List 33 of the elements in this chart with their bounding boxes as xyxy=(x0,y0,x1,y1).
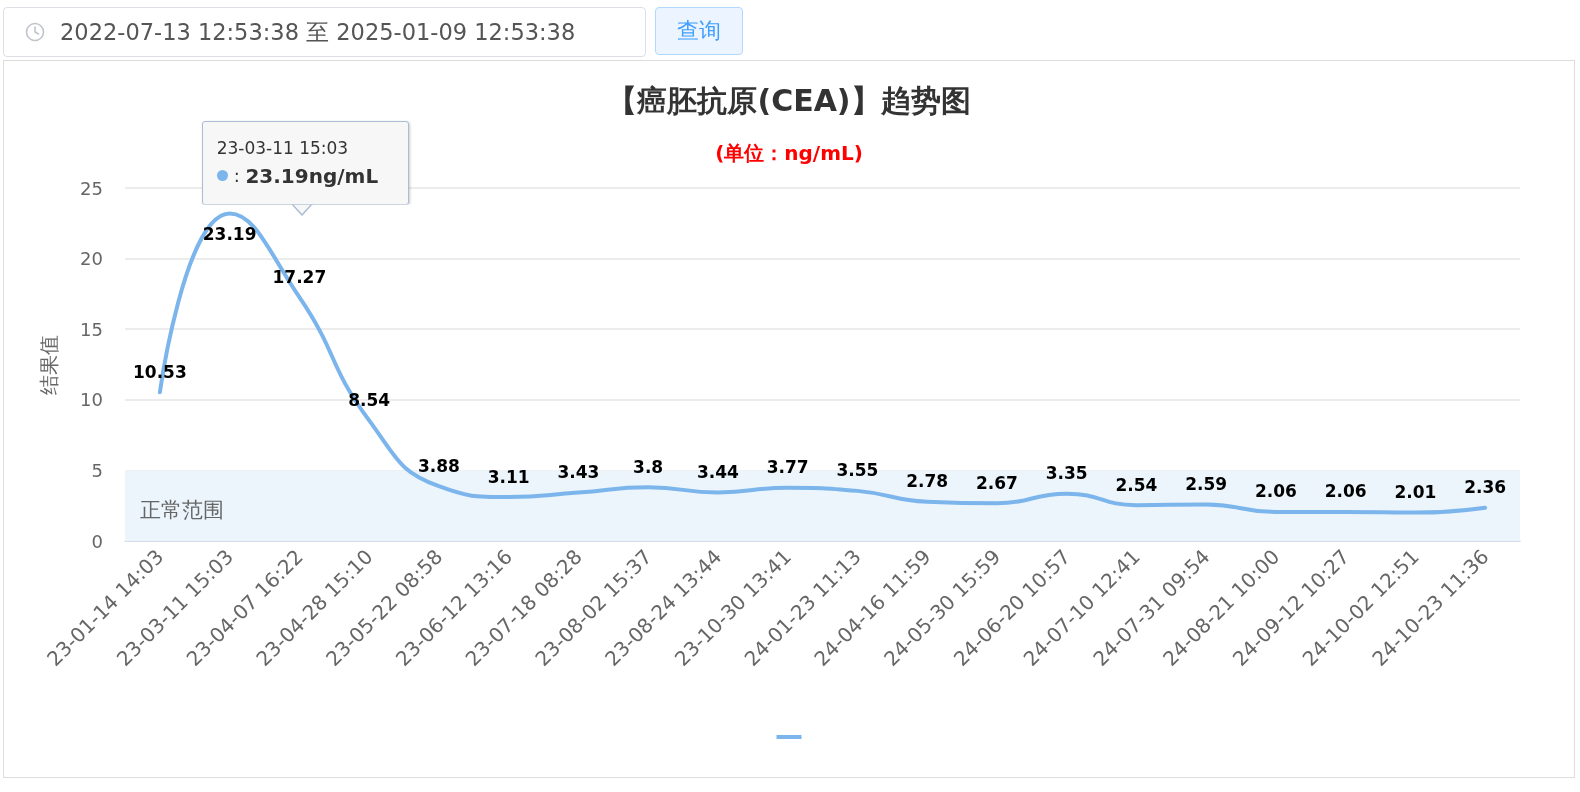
chart-subtitle: (单位：ng/mL) xyxy=(715,141,863,165)
data-label: 2.59 xyxy=(1185,473,1228,494)
y-tick-label: 0 xyxy=(91,530,103,552)
data-label: 3.8 xyxy=(633,456,664,477)
data-label: 2.78 xyxy=(906,471,949,492)
data-label: 23.19 xyxy=(202,224,257,245)
data-label: 3.43 xyxy=(557,462,600,483)
data-label: 17.27 xyxy=(272,266,327,287)
y-axis-title: 结果值 xyxy=(37,334,61,395)
query-button: 查询 xyxy=(655,7,743,55)
data-label: 2.67 xyxy=(975,472,1018,493)
band-label: 正常范围 xyxy=(140,497,224,522)
data-label: 8.54 xyxy=(348,389,391,410)
data-label: 2.06 xyxy=(1254,481,1297,502)
data-label: 3.88 xyxy=(417,455,460,476)
y-tick-label: 5 xyxy=(91,459,103,481)
chart-title: 【癌胚抗原(CEA)】趋势图 xyxy=(607,82,971,118)
data-label: 3.44 xyxy=(696,461,740,482)
data-label: 2.54 xyxy=(1115,474,1158,495)
y-tick-label: 15 xyxy=(80,318,103,340)
data-label: 3.11 xyxy=(487,466,530,487)
data-label: 2.36 xyxy=(1464,477,1507,498)
data-label: 3.77 xyxy=(766,457,809,478)
data-label: 10.53 xyxy=(132,361,187,382)
data-label: 3.55 xyxy=(836,460,879,481)
annotation: 23-03-11 15:03 : 23.19ng/mL xyxy=(216,136,380,188)
y-tick-label: 25 xyxy=(80,177,103,199)
data-label: 2.01 xyxy=(1394,482,1437,503)
date-range-field: 2022-07-13 12:53:38 至 2025-01-09 12:53:38 xyxy=(3,7,646,57)
y-tick-label: 10 xyxy=(80,389,103,411)
data-label: 3.35 xyxy=(1045,463,1088,484)
y-tick-label: 20 xyxy=(80,248,103,270)
data-label: 2.06 xyxy=(1324,481,1367,502)
